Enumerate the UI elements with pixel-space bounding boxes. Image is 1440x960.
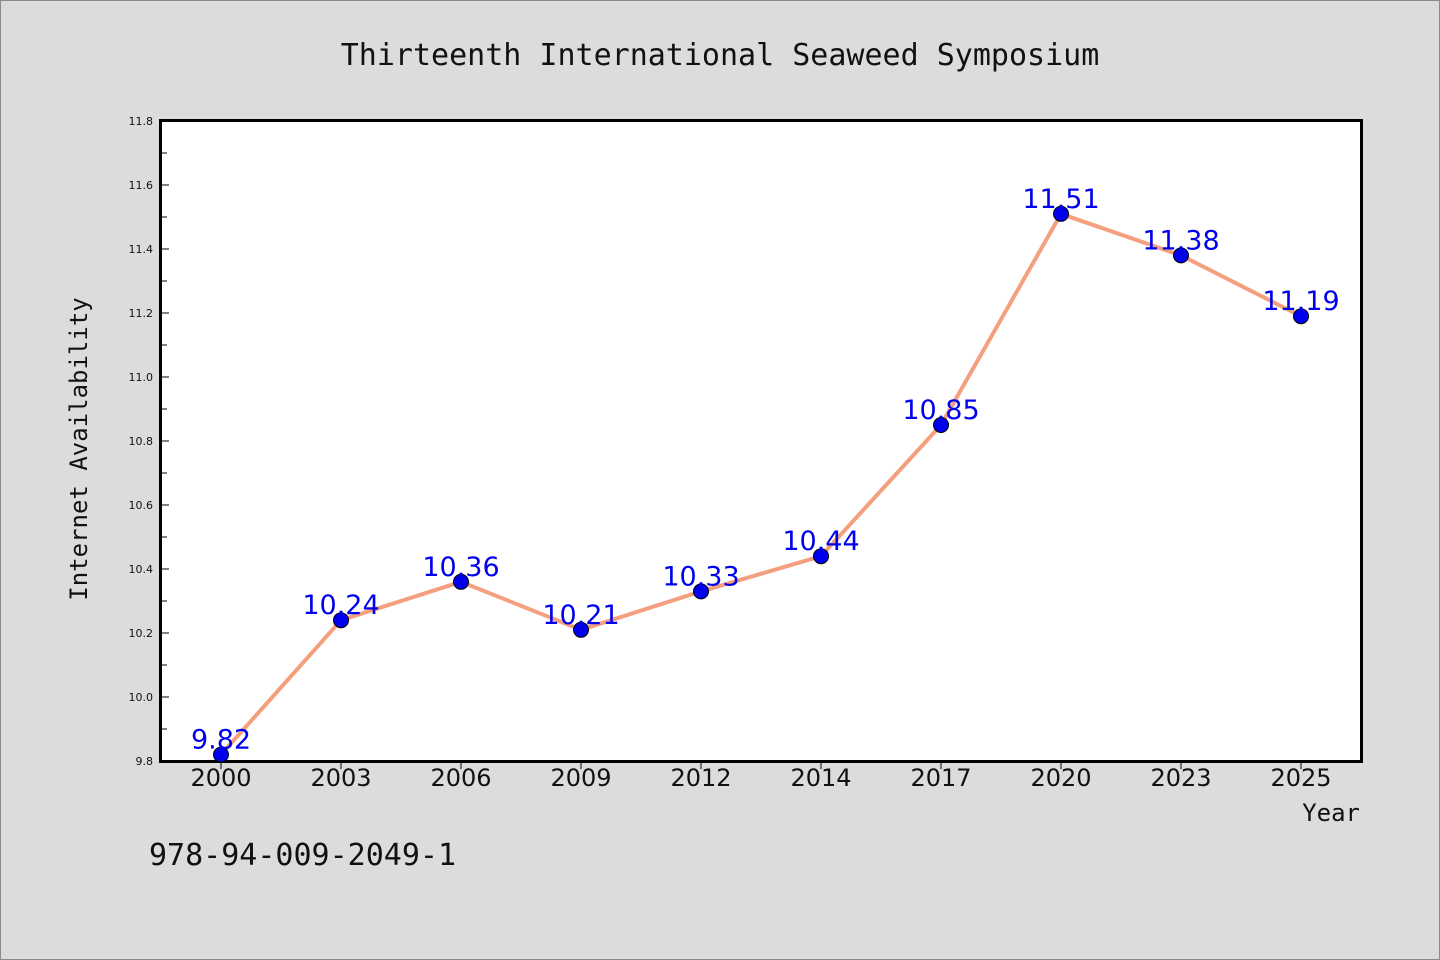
y-tick-label: 11.4	[129, 243, 154, 256]
x-axis-label: Year	[1302, 799, 1360, 827]
data-label: 10.33	[662, 561, 739, 592]
x-tick-label: 2000	[190, 764, 251, 792]
y-tick-label: 11.2	[129, 307, 154, 320]
chart-title: Thirteenth International Seaweed Symposi…	[341, 38, 1100, 73]
data-label: 10.85	[902, 395, 979, 426]
data-point	[813, 548, 829, 565]
data-point	[213, 746, 229, 763]
y-axis-label: Internet Availability	[65, 297, 93, 600]
x-tick-label: 2003	[310, 764, 371, 792]
data-point	[933, 417, 949, 433]
x-tick-label: 2009	[550, 764, 611, 792]
series-layer	[213, 205, 1309, 763]
data-point	[1173, 247, 1189, 264]
y-tick-label: 10.4	[129, 563, 154, 576]
y-tick-label: 10.2	[129, 627, 154, 640]
y-tick-label: 10.0	[129, 691, 154, 704]
data-label: 11.38	[1142, 225, 1219, 256]
y-tick-label: 11.0	[129, 371, 154, 384]
x-tick-label: 2006	[430, 764, 491, 792]
x-tick-label: 2025	[1270, 764, 1331, 792]
y-axis: 9.8 10.0 10.2 10.4 10.6 10.8 11.0 11.2 11.4 11.6 1…	[129, 115, 169, 768]
y-tick-label: 10.8	[129, 435, 154, 448]
data-label: 10.21	[542, 600, 619, 631]
data-point	[1293, 308, 1309, 325]
data-label: 11.19	[1262, 286, 1339, 317]
data-label: 10.24	[302, 590, 379, 621]
footer-isbn: 978-94-009-2049-1	[149, 838, 456, 873]
x-tick-label: 2017	[910, 764, 971, 792]
x-tick-label: 2014	[790, 764, 851, 792]
data-point	[1053, 205, 1069, 222]
data-labels: 9.82 10.24 10.36 10.21 10.33 10.44 10.85 11.51 1…	[191, 184, 1340, 756]
data-label: 10.36	[422, 552, 499, 583]
plot-area	[159, 119, 1363, 763]
y-tick-label: 10.6	[129, 499, 154, 512]
y-tick-label: 11.6	[129, 179, 154, 192]
x-tick-label: 2023	[1150, 764, 1211, 792]
y-tick-label: 9.8	[136, 755, 154, 768]
data-point	[693, 583, 709, 600]
x-tick-label: 2020	[1030, 764, 1091, 792]
data-point	[453, 573, 469, 590]
x-tick-label: 2012	[670, 764, 731, 792]
series-line	[219, 211, 1302, 756]
y-tick-label: 11.8	[129, 115, 154, 128]
x-axis: 2000 2003 2006 2009 2012 2014 2017 2020 2023 2025	[190, 761, 1332, 792]
data-label: 9.82	[191, 725, 251, 756]
data-point	[333, 612, 349, 629]
data-point	[573, 621, 589, 638]
data-label: 11.51	[1022, 184, 1099, 215]
data-label: 10.44	[782, 526, 859, 557]
